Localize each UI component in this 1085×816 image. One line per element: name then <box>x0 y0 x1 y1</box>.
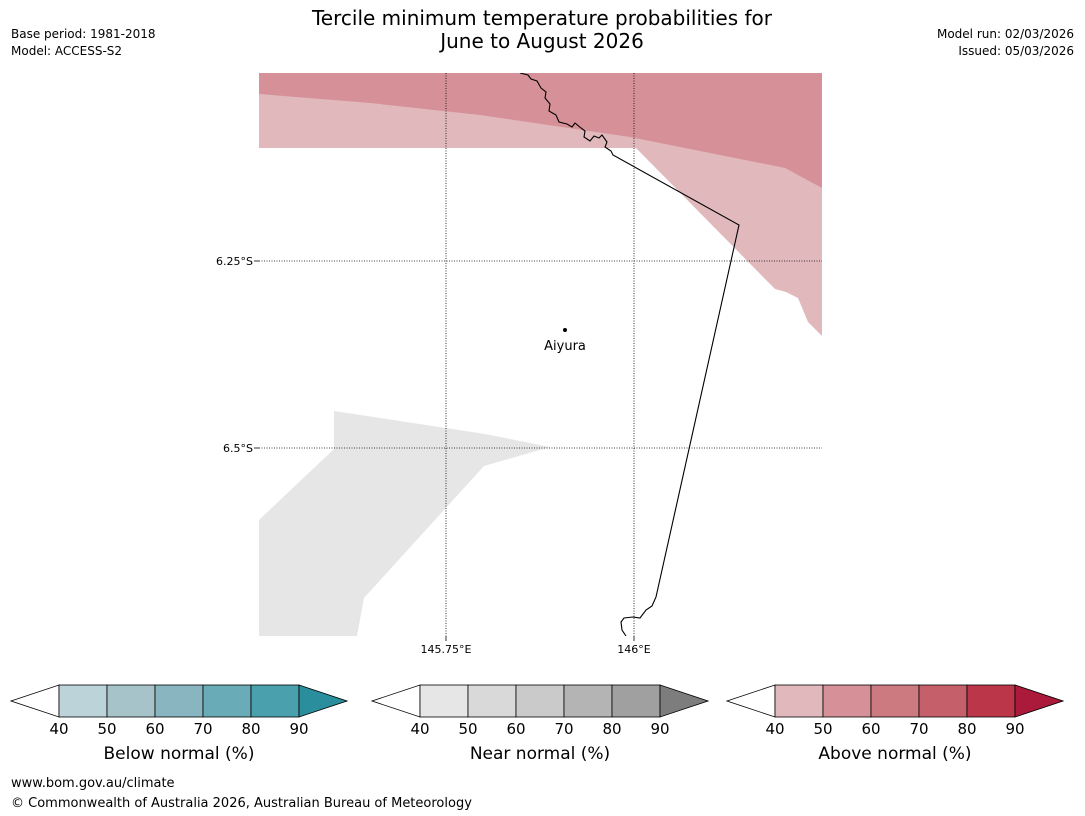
aiyura-marker <box>563 328 567 332</box>
legend-near-tick: 80 <box>602 720 622 738</box>
colorbar-segment <box>611 684 661 718</box>
colorbar-segment <box>966 684 1016 718</box>
colorbar-segment <box>563 684 613 718</box>
lat-label-6-5s: 6.5°S <box>223 442 253 455</box>
base-period: Base period: 1981-2018 <box>11 27 156 41</box>
legend-above-ticks: 40 50 60 70 80 90 <box>726 720 1064 740</box>
colorbar-arrow-right <box>659 684 709 718</box>
title-line-2: June to August 2026 <box>440 29 644 53</box>
model-name: Model: ACCESS-S2 <box>11 44 123 58</box>
colorbar-segment <box>250 684 300 718</box>
lat-label-6-25s: 6.25°S <box>216 255 253 268</box>
model-run: Model run: 02/03/2026 <box>936 27 1074 41</box>
legend-near-tick: 60 <box>506 720 526 738</box>
legend-near-colorbar <box>371 684 709 718</box>
legend-below-tick: 90 <box>289 720 309 738</box>
legend-below-normal: 40 50 60 70 80 90 Below normal (%) <box>10 680 348 764</box>
aiyura-label: Aiyura <box>544 339 586 354</box>
footer-copyright: © Commonwealth of Australia 2026, Austra… <box>11 796 472 811</box>
colorbar-segment <box>58 684 108 718</box>
colorbar-segment <box>822 684 872 718</box>
legend-near-normal: 40 50 60 70 80 90 Near normal (%) <box>371 680 709 764</box>
colorbar-segment <box>774 684 824 718</box>
above-normal-50-60-region <box>259 73 822 188</box>
legend-above-tick: 80 <box>957 720 977 738</box>
legend-below-tick: 40 <box>49 720 69 738</box>
colorbar-segment <box>918 684 968 718</box>
legend-above-tick: 50 <box>813 720 833 738</box>
colorbar-arrow-right <box>298 684 348 718</box>
legend-below-tick: 80 <box>241 720 261 738</box>
footer-url[interactable]: www.bom.gov.au/climate <box>11 776 175 791</box>
title-line-1: Tercile minimum temperature probabilitie… <box>311 6 773 30</box>
legend-near-tick: 40 <box>410 720 430 738</box>
colorbar-segment <box>419 684 469 718</box>
legend-below-tick: 70 <box>193 720 213 738</box>
legend-below-tick: 60 <box>145 720 165 738</box>
colorbar-arrow-left <box>371 684 421 718</box>
issued-date: Issued: 05/03/2026 <box>958 44 1074 58</box>
legend-below-colorbar <box>10 684 348 718</box>
colorbar-segment <box>106 684 156 718</box>
legend-below-ticks: 40 50 60 70 80 90 <box>10 720 348 740</box>
legend-above-normal: 40 50 60 70 80 90 Above normal (%) <box>726 680 1064 764</box>
legend-above-tick: 60 <box>861 720 881 738</box>
header-right: Model run: 02/03/2026 Issued: 05/03/2026 <box>937 26 1074 60</box>
border-line <box>519 73 740 636</box>
map-area <box>259 73 822 636</box>
colorbar-segment <box>870 684 920 718</box>
footer: www.bom.gov.au/climate © Commonwealth of… <box>11 774 472 814</box>
lon-label-146e: 146°E <box>617 643 650 656</box>
legend-above-tick: 70 <box>909 720 929 738</box>
page-title: Tercile minimum temperature probabilitie… <box>242 7 842 53</box>
colorbar-arrow-left <box>10 684 60 718</box>
colorbar-segment <box>154 684 204 718</box>
legend-above-tick: 40 <box>765 720 785 738</box>
colorbar-segment <box>515 684 565 718</box>
legend-near-tick: 50 <box>458 720 478 738</box>
colorbar-arrow-left <box>726 684 776 718</box>
legend-above-colorbar <box>726 684 1064 718</box>
colorbar-arrow-right <box>1014 684 1064 718</box>
legend-near-ticks: 40 50 60 70 80 90 <box>371 720 709 740</box>
lon-label-145-75e: 145.75°E <box>421 643 472 656</box>
legend-below-title: Below normal (%) <box>103 744 255 764</box>
colorbar-segment <box>202 684 252 718</box>
legend-below-tick: 50 <box>97 720 117 738</box>
map: Aiyura 6.25°S 6.5°S 145.75°E 146°E <box>216 73 822 656</box>
legend-near-tick: 90 <box>650 720 670 738</box>
near-normal-40-50-region <box>259 411 550 636</box>
legend-near-title: Near normal (%) <box>469 744 611 764</box>
legend-near-tick: 70 <box>554 720 574 738</box>
legend-above-title: Above normal (%) <box>818 744 972 764</box>
colorbar-segment <box>467 684 517 718</box>
legend-above-tick: 90 <box>1005 720 1025 738</box>
header-left: Base period: 1981-2018 Model: ACCESS-S2 <box>11 26 156 60</box>
